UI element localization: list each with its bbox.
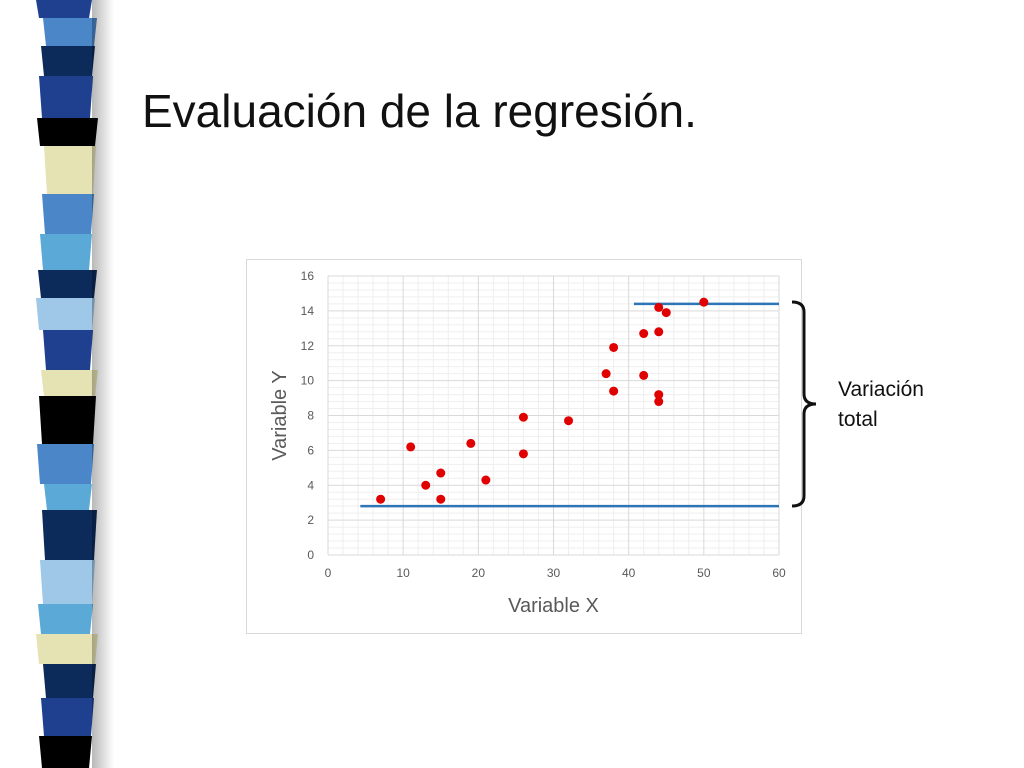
strip-shadow xyxy=(92,0,114,768)
strip-band xyxy=(40,234,92,270)
data-point xyxy=(421,480,431,490)
x-tick-label: 60 xyxy=(772,566,786,580)
x-tick-label: 50 xyxy=(697,566,711,580)
data-point xyxy=(564,416,574,426)
strip-band xyxy=(36,0,92,18)
data-point xyxy=(639,370,649,380)
strip-band xyxy=(42,510,97,560)
y-tick-label: 16 xyxy=(301,269,315,283)
y-tick-label: 12 xyxy=(301,339,315,353)
strip-band xyxy=(36,298,95,330)
strip-band xyxy=(38,270,97,298)
data-point xyxy=(601,369,611,379)
chart-frame: 0 10 20 30 40 50 60 0 2 4 6 8 10 12 14 16 Variable X Va… xyxy=(246,259,802,634)
data-point xyxy=(639,329,649,339)
annotation-line-2: total xyxy=(838,408,878,431)
major-gridlines xyxy=(327,275,780,556)
y-tick-label: 4 xyxy=(307,478,314,492)
y-tick-label: 14 xyxy=(301,304,315,318)
y-axis-label: Variable Y xyxy=(269,370,291,460)
data-point xyxy=(654,327,664,337)
strip-band xyxy=(41,46,95,76)
y-tick-label: 6 xyxy=(307,443,314,457)
data-point xyxy=(518,449,528,459)
strip-band xyxy=(40,560,95,604)
data-point xyxy=(699,297,709,307)
strip-band xyxy=(43,664,96,698)
strip-band xyxy=(44,484,92,510)
data-point xyxy=(466,438,476,448)
strip-band xyxy=(41,698,94,736)
strip-band xyxy=(39,736,92,768)
strip-band xyxy=(42,194,94,234)
reference-lines xyxy=(360,302,779,508)
y-tick-label: 10 xyxy=(301,374,315,388)
strip-band xyxy=(37,118,98,146)
data-point xyxy=(654,302,664,312)
annotation-line-1: Variación xyxy=(838,378,924,401)
x-tick-label: 10 xyxy=(396,566,410,580)
data-point xyxy=(436,494,446,504)
strip-band xyxy=(43,330,93,370)
variation-bracket xyxy=(791,300,817,508)
x-tick-label: 30 xyxy=(547,566,561,580)
strip-band xyxy=(44,146,96,194)
strip-band xyxy=(39,76,93,118)
strip-band xyxy=(43,18,97,46)
strip-band xyxy=(39,396,96,444)
data-point xyxy=(518,412,528,422)
strip-band xyxy=(41,370,98,396)
data-point xyxy=(654,397,664,407)
data-point xyxy=(654,390,664,400)
strip-band xyxy=(38,604,93,634)
variation-annotation: Variación total xyxy=(838,375,968,435)
x-tick-label: 0 xyxy=(325,566,332,580)
data-point xyxy=(406,442,416,452)
scatter-chart: 0 10 20 30 40 50 60 0 2 4 6 8 10 12 14 16 Variable X Va… xyxy=(269,269,786,617)
strip-band xyxy=(36,634,98,664)
decorative-strip xyxy=(0,0,110,768)
data-point xyxy=(609,342,619,352)
y-tick-label: 8 xyxy=(307,409,314,423)
x-tick-label: 40 xyxy=(622,566,636,580)
y-tick-label: 0 xyxy=(307,548,314,562)
data-point xyxy=(436,468,446,478)
strip-band xyxy=(37,444,94,484)
slide-title: Evaluación de la regresión. xyxy=(142,85,697,137)
data-point xyxy=(481,475,491,485)
x-axis-label: Variable X xyxy=(508,595,599,617)
y-tick-label: 2 xyxy=(307,513,314,527)
data-point xyxy=(661,308,671,318)
data-point xyxy=(376,494,386,504)
x-tick-label: 20 xyxy=(472,566,486,580)
data-points xyxy=(376,297,709,504)
tick-labels: 0 10 20 30 40 50 60 0 2 4 6 8 10 12 14 16 xyxy=(301,269,786,580)
data-point xyxy=(609,386,619,396)
